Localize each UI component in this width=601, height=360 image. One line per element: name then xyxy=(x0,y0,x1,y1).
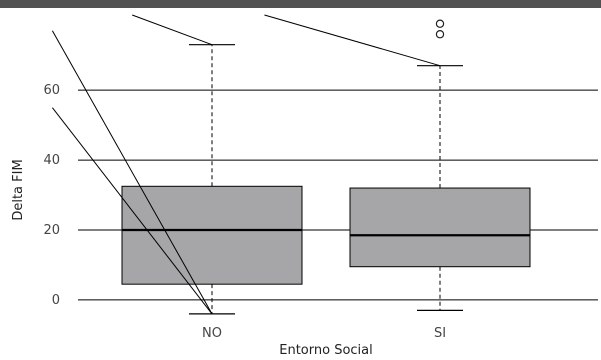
overlay-lines xyxy=(51,14,441,315)
y-tick-label-20: 20 xyxy=(43,223,60,238)
box-si xyxy=(349,187,531,268)
outlier-si-1 xyxy=(435,19,445,28)
outlier-si-0 xyxy=(435,30,445,39)
x-tick-label-no: NO xyxy=(202,326,222,341)
x-axis-title: Entorno Social xyxy=(279,343,373,358)
y-tick-labels: 0 20 40 60 xyxy=(43,83,60,308)
y-axis-title: Delta FIM xyxy=(11,159,26,220)
y-tick-label-60: 60 xyxy=(43,83,60,98)
overlay-line-1 xyxy=(52,107,213,315)
x-tick-labels: NO SI xyxy=(202,326,446,341)
boxes xyxy=(121,185,531,285)
x-tick-label-si: SI xyxy=(434,326,446,341)
top-band xyxy=(0,0,601,8)
overlay-line-0 xyxy=(51,30,213,315)
whiskers xyxy=(189,44,463,315)
overlay-line-3 xyxy=(264,14,441,67)
y-tick-label-0: 0 xyxy=(52,293,60,308)
outliers xyxy=(435,19,445,39)
box-no xyxy=(121,185,303,285)
overlay-line-2 xyxy=(132,14,213,46)
y-tick-label-40: 40 xyxy=(43,153,60,168)
